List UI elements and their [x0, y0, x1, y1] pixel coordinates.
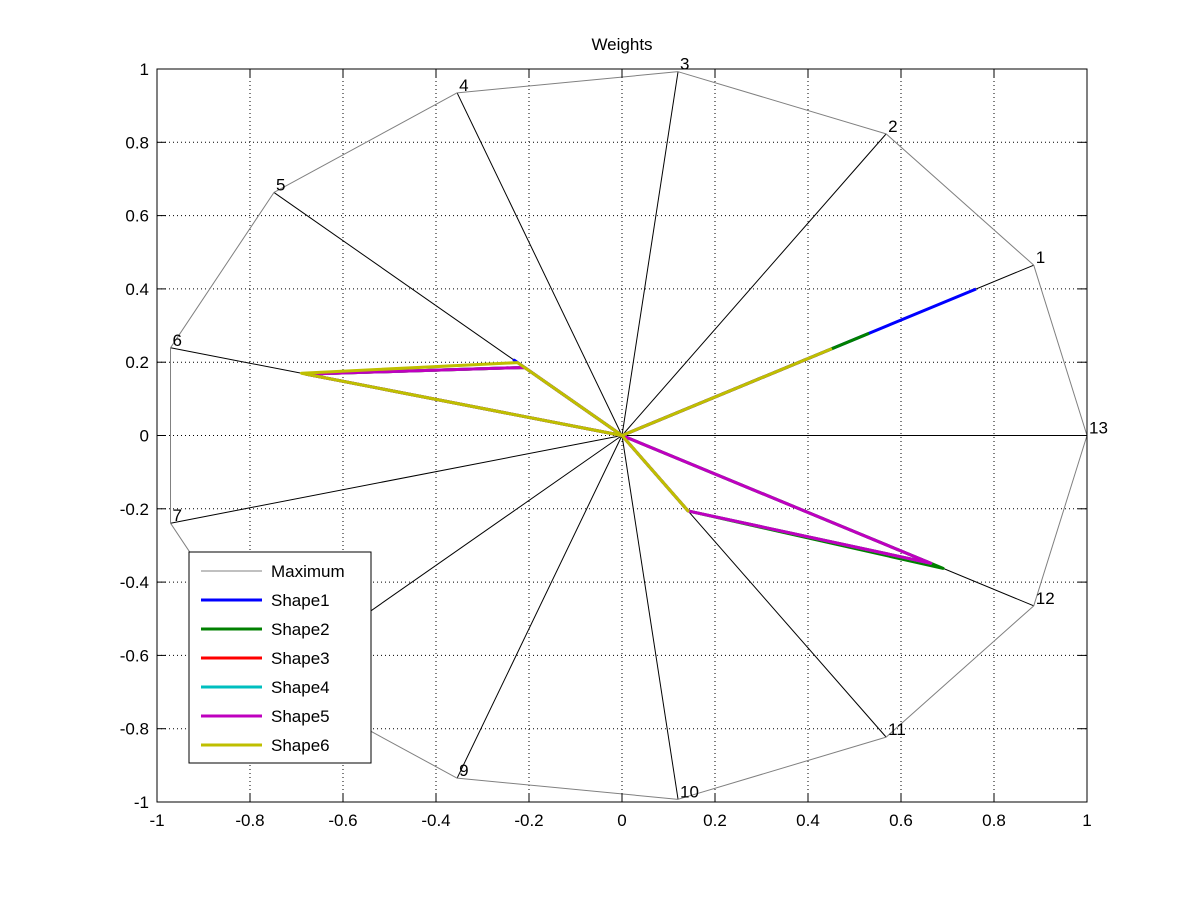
x-tick-label: -0.8	[235, 811, 264, 830]
y-tick-label: -0.6	[120, 646, 149, 665]
y-tick-label: -0.4	[120, 573, 149, 592]
y-tick-labels: 1 0.8 0.6 0.4 0.2 0 -0.2 -0.4 -0.6 -0.8 -1	[120, 60, 149, 812]
legend-label: Maximum	[271, 562, 345, 581]
x-tick-label: 0.6	[889, 811, 913, 830]
spokes	[170, 71, 1087, 800]
legend: Maximum Shape1 Shape2 Shape3 Shape4 Shape5 Sha…	[188, 551, 372, 764]
legend-label: Shape1	[271, 591, 330, 610]
y-tick-label: 0.2	[125, 353, 149, 372]
x-tick-label: -0.4	[421, 811, 450, 830]
series-line-shape6	[299, 347, 833, 513]
y-tick-label: 0.6	[125, 207, 149, 226]
chart-title: Weights	[591, 35, 652, 54]
legend-entry: Shape4	[201, 678, 330, 697]
spoke-line	[621, 71, 679, 436]
spoke-label: 11	[888, 720, 906, 739]
y-tick-label: -0.8	[120, 720, 149, 739]
spoke-label: 5	[276, 175, 285, 194]
ticks	[156, 68, 1088, 803]
spoke-line	[456, 92, 623, 436]
x-tick-label: -1	[149, 811, 164, 830]
legend-entry: Shape1	[201, 591, 330, 610]
y-tick-label: 0.4	[125, 280, 149, 299]
spoke-label: 10	[680, 782, 699, 801]
spoke-line	[621, 133, 887, 436]
spoke-label: 6	[173, 331, 182, 350]
legend-entry: Shape6	[201, 736, 330, 755]
y-tick-label: 0	[140, 427, 149, 446]
x-tick-label: -0.2	[514, 811, 543, 830]
legend-entry: Shape5	[201, 707, 330, 726]
x-tick-labels: -1 -0.8 -0.6 -0.4 -0.2 0 0.2 0.4 0.6 0.8 1	[149, 811, 1091, 830]
legend-label: Shape6	[271, 736, 330, 755]
legend-entry: Maximum	[201, 562, 345, 581]
legend-entry: Shape3	[201, 649, 330, 668]
x-tick-label: 0.4	[796, 811, 820, 830]
spoke-label: 12	[1036, 589, 1055, 608]
y-tick-label: 1	[140, 60, 149, 79]
spoke-labels: 12345678910111213	[173, 55, 1108, 802]
spoke-line	[621, 435, 679, 800]
x-tick-label: 1	[1082, 811, 1091, 830]
spoke-label: 1	[1036, 248, 1045, 267]
spoke-line	[170, 435, 623, 524]
spoke-label: 7	[173, 506, 182, 525]
legend-entries: Maximum Shape1 Shape2 Shape3 Shape4 Shape5 Sha…	[201, 562, 345, 755]
spoke-label: 4	[459, 76, 468, 95]
y-tick-label: 0.8	[125, 133, 149, 152]
x-tick-label: -0.6	[328, 811, 357, 830]
series-lines	[170, 71, 1088, 800]
legend-label: Shape3	[271, 649, 330, 668]
y-tick-label: -1	[134, 793, 149, 812]
x-tick-label: 0	[617, 811, 626, 830]
legend-label: Shape4	[271, 678, 330, 697]
legend-label: Shape5	[271, 707, 330, 726]
x-tick-label: 0.2	[703, 811, 727, 830]
legend-label: Shape2	[271, 620, 330, 639]
spoke-label: 9	[459, 761, 468, 780]
spoke-label: 13	[1089, 419, 1108, 438]
y-tick-label: -0.2	[120, 500, 149, 519]
legend-entry: Shape2	[201, 620, 330, 639]
spoke-label: 3	[680, 55, 689, 74]
spoke-label: 2	[888, 117, 897, 136]
x-tick-label: 0.8	[982, 811, 1006, 830]
spoke-line	[456, 435, 623, 779]
